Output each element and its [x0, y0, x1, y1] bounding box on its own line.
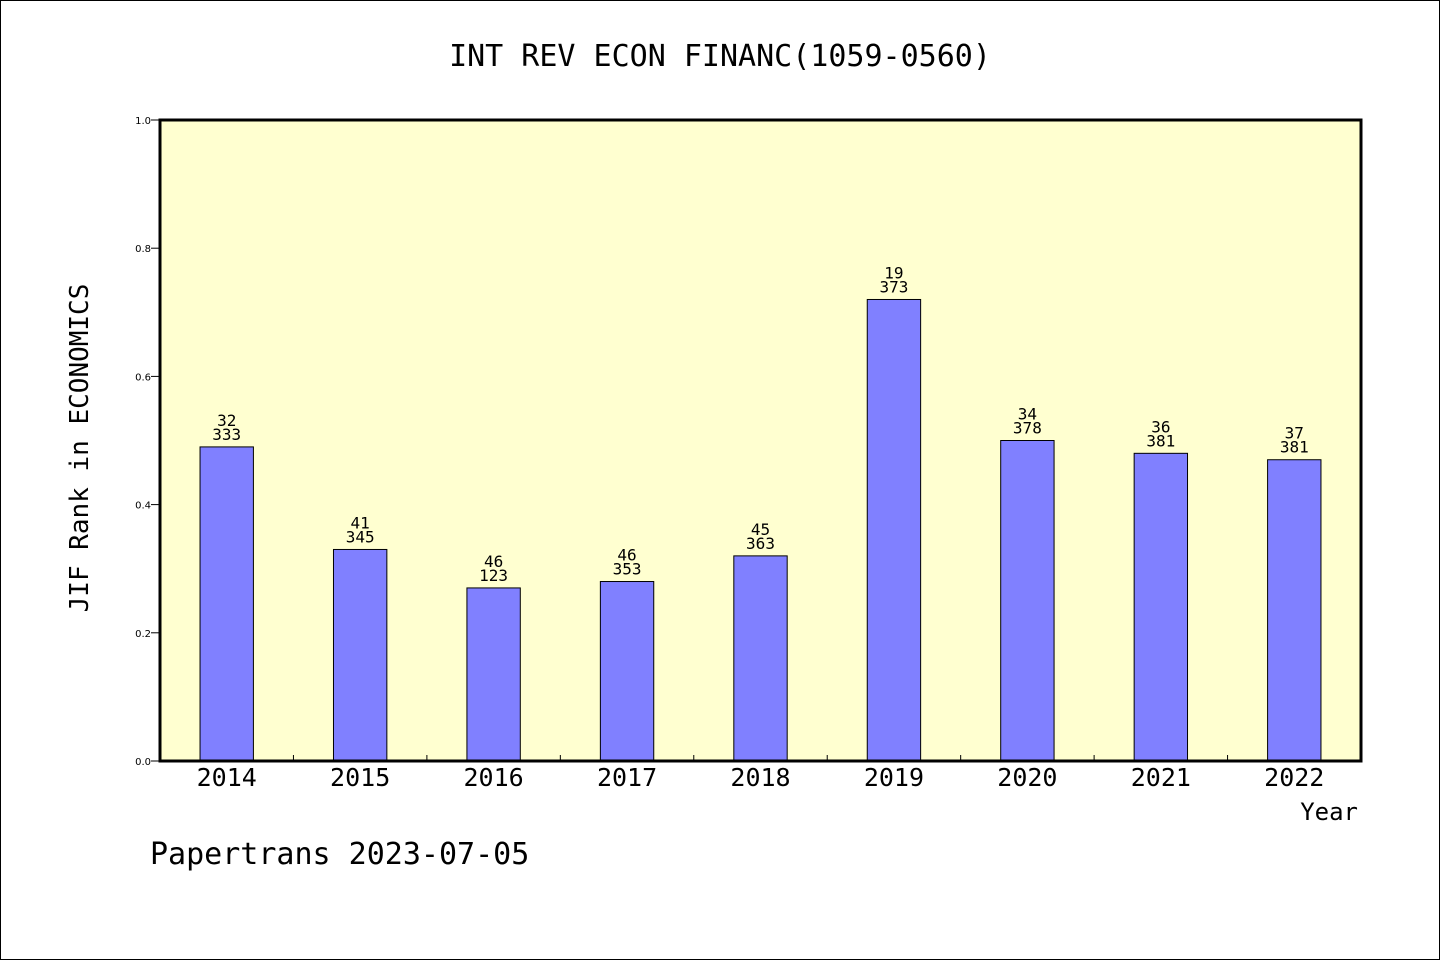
chart-title: INT REV ECON FINANC(1059-0560) [449, 39, 991, 74]
y-axis-label: JIF Rank in ECONOMICS [65, 284, 95, 613]
x-tick-label-2019: 2019 [864, 763, 924, 792]
bar-rank-label-2014: 32 [217, 411, 236, 430]
y-tick-label: 0.8 [135, 244, 151, 255]
footer-watermark: Papertrans 2023-07-05 [150, 837, 529, 872]
bar-total-label-2020: 378 [1013, 419, 1042, 438]
bar-2018 [733, 555, 788, 762]
x-tick-label-2017: 2017 [597, 763, 657, 792]
bar-2015 [332, 548, 388, 762]
y-tick-label: 0.6 [135, 372, 151, 383]
bar-total-label-2017: 353 [613, 560, 642, 579]
bar-rank-label-2015: 41 [351, 513, 370, 532]
bar-total-label-2021: 381 [1146, 431, 1175, 450]
bar-2022 [1267, 459, 1322, 762]
y-tick-label: 0.0 [135, 757, 151, 768]
bar-total-label-2015: 345 [346, 527, 375, 546]
bar-2019 [866, 298, 922, 762]
y-tick-label: 0.4 [135, 501, 151, 512]
bar-total-label-2022: 381 [1280, 438, 1309, 457]
bar-rank-label-2019: 19 [884, 263, 903, 282]
x-tick-label-2020: 2020 [997, 763, 1057, 792]
x-tick-label-2016: 2016 [464, 763, 524, 792]
x-tick-label-2018: 2018 [730, 763, 790, 792]
x-ticks-group: 2014 2015 2016 2017 2018 2019 2020 2021 2022 [197, 755, 1324, 792]
bar-total-label-2018: 363 [746, 534, 775, 553]
bar-rank-label-2022: 37 [1285, 424, 1304, 443]
bar-2016 [466, 587, 521, 762]
x-tick-label-2022: 2022 [1264, 763, 1324, 792]
bar-rank-label-2018: 45 [751, 520, 770, 539]
bar-rank-label-2020: 34 [1018, 405, 1037, 424]
bar-total-label-2016: 123 [479, 566, 508, 585]
bar-rank-label-2021: 36 [1151, 417, 1170, 436]
y-ticks-group: 0.0 0.2 0.4 0.6 0.8 1.0 [135, 116, 160, 768]
y-tick-label: 1.0 [135, 116, 151, 127]
x-axis-label: Year [1300, 798, 1358, 826]
bar-total-label-2014: 333 [212, 425, 241, 444]
y-tick-label: 0.2 [135, 629, 151, 640]
bar-2020 [1000, 440, 1055, 762]
x-tick-label-2014: 2014 [197, 763, 257, 792]
bar-2017 [599, 581, 655, 762]
bar-2014 [199, 446, 254, 762]
bar-rank-label-2016: 46 [484, 552, 503, 571]
x-tick-label-2015: 2015 [330, 763, 390, 792]
bar-2021 [1133, 452, 1189, 762]
x-tick-label-2021: 2021 [1131, 763, 1191, 792]
bar-rank-label-2017: 46 [617, 546, 636, 565]
bar-total-label-2019: 373 [879, 277, 908, 296]
plot-border [158, 118, 1363, 763]
